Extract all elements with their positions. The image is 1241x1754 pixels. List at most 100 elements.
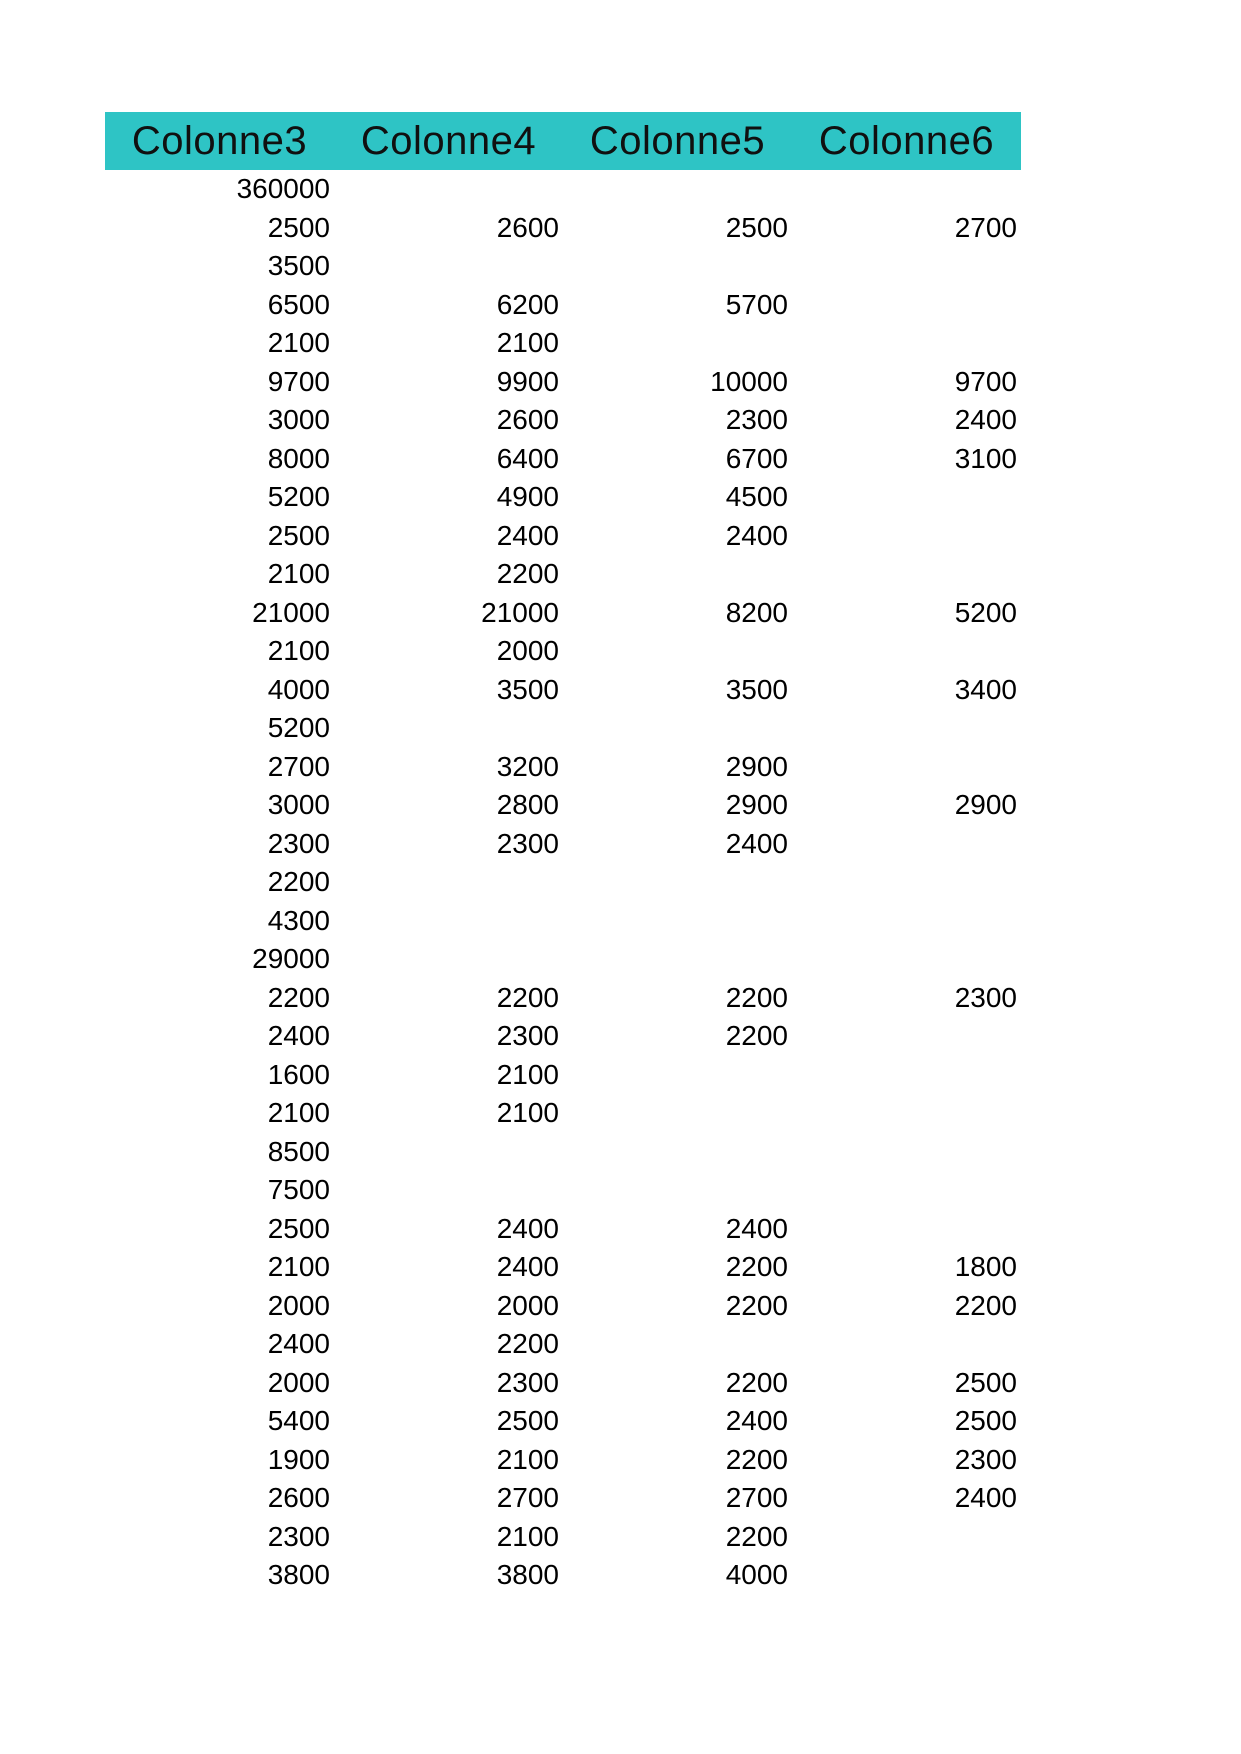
table-cell: 6200	[496, 288, 559, 320]
table-cell: 2300	[496, 1366, 559, 1398]
table-cell: 2400	[725, 519, 788, 551]
table-cell	[792, 1017, 1021, 1056]
table-cell	[563, 247, 792, 286]
table-cell: 2200	[267, 866, 330, 898]
table-cell: 2100	[267, 558, 330, 590]
table-row: 5200 4900 4500	[105, 478, 1021, 517]
table-row: 2500 2600 2500 2700	[105, 209, 1021, 248]
table-row: 3000 2800 2900 2900	[105, 786, 1021, 825]
table-cell: 2200	[496, 1328, 559, 1360]
table-cell	[334, 1133, 563, 1172]
table-row: 7500	[105, 1171, 1021, 1210]
table-row: 5200	[105, 709, 1021, 748]
table-cell: 2400	[496, 1212, 559, 1244]
table-row: 3800 3800 4000	[105, 1556, 1021, 1595]
table-row: 2600 2700 2700 2400	[105, 1479, 1021, 1518]
table-cell	[792, 825, 1021, 864]
table-cell	[792, 324, 1021, 363]
table-cell	[563, 1056, 792, 1095]
table-cell: 5400	[267, 1405, 330, 1437]
table-cell: 2400	[267, 1020, 330, 1052]
table-cell: 2500	[496, 1405, 559, 1437]
table-cell: 3800	[267, 1559, 330, 1591]
table-cell: 2100	[496, 1443, 559, 1475]
table-cell	[792, 478, 1021, 517]
table-cell: 2500	[954, 1405, 1017, 1437]
table-row: 2100 2400 2200 1800	[105, 1248, 1021, 1287]
table-cell: 1900	[267, 1443, 330, 1475]
table-cell	[563, 1133, 792, 1172]
table-row: 2000 2300 2200 2500	[105, 1364, 1021, 1403]
table-cell: 8200	[725, 596, 788, 628]
table-cell: 6500	[267, 288, 330, 320]
table-cell: 5700	[725, 288, 788, 320]
table-cell: 2700	[496, 1482, 559, 1514]
table-cell: 21000	[252, 596, 330, 628]
table-cell: 2400	[954, 1482, 1017, 1514]
table-row: 2700 3200 2900	[105, 748, 1021, 787]
table-cell	[563, 1094, 792, 1133]
table-header-row: Colonne3 Colonne4 Colonne5 Colonne6	[105, 112, 1021, 170]
table-row: 8000 6400 6700 3100	[105, 440, 1021, 479]
table-cell: 2000	[267, 1366, 330, 1398]
table-cell: 2700	[725, 1482, 788, 1514]
table-cell: 2200	[725, 981, 788, 1013]
table-cell: 29000	[252, 943, 330, 975]
table-cell	[563, 863, 792, 902]
table-cell: 2700	[267, 750, 330, 782]
table-cell	[563, 1171, 792, 1210]
table-cell	[792, 247, 1021, 286]
table-cell	[563, 1325, 792, 1364]
table-cell	[792, 1518, 1021, 1557]
table-cell	[334, 170, 563, 209]
table-row: 2300 2300 2400	[105, 825, 1021, 864]
table-row: 2400 2200	[105, 1325, 1021, 1364]
table-cell	[792, 1133, 1021, 1172]
table-cell: 2100	[496, 327, 559, 359]
table-cell: 3100	[954, 442, 1017, 474]
table-row: 3500	[105, 247, 1021, 286]
table-cell: 1800	[954, 1251, 1017, 1283]
table-cell: 2400	[496, 519, 559, 551]
table-cell: 2500	[725, 211, 788, 243]
column-header: Colonne4	[334, 112, 563, 170]
table-cell	[792, 1556, 1021, 1595]
table-cell: 2100	[267, 1097, 330, 1129]
table-row: 2500 2400 2400	[105, 1210, 1021, 1249]
table-cell: 3200	[496, 750, 559, 782]
table-row: 2300 2100 2200	[105, 1518, 1021, 1557]
table-cell: 5200	[267, 481, 330, 513]
table-row: 4000 3500 3500 3400	[105, 671, 1021, 710]
table-cell	[334, 940, 563, 979]
table-cell	[334, 1171, 563, 1210]
table-cell: 7500	[267, 1174, 330, 1206]
table-cell	[792, 1325, 1021, 1364]
table-cell	[334, 863, 563, 902]
table-cell: 3800	[496, 1559, 559, 1591]
table-cell: 2100	[496, 1520, 559, 1552]
table-cell: 2500	[267, 211, 330, 243]
table-cell: 2300	[267, 827, 330, 859]
table-cell: 5200	[954, 596, 1017, 628]
table-cell: 2300	[954, 981, 1017, 1013]
table-cell: 2300	[267, 1520, 330, 1552]
table-cell	[792, 1094, 1021, 1133]
table-cell	[792, 709, 1021, 748]
table-cell: 3500	[496, 673, 559, 705]
table-cell	[334, 247, 563, 286]
table-cell: 2100	[267, 635, 330, 667]
table-cell	[563, 555, 792, 594]
table-cell: 2600	[267, 1482, 330, 1514]
table-cell: 3400	[954, 673, 1017, 705]
table-cell: 2200	[725, 1520, 788, 1552]
table-row: 1600 2100	[105, 1056, 1021, 1095]
table-row: 29000	[105, 940, 1021, 979]
table-cell: 2100	[496, 1097, 559, 1129]
table-cell: 3000	[267, 789, 330, 821]
table-cell	[792, 748, 1021, 787]
table-cell	[792, 632, 1021, 671]
table-cell: 2400	[496, 1251, 559, 1283]
table-cell: 2200	[725, 1251, 788, 1283]
table-cell: 1600	[267, 1058, 330, 1090]
